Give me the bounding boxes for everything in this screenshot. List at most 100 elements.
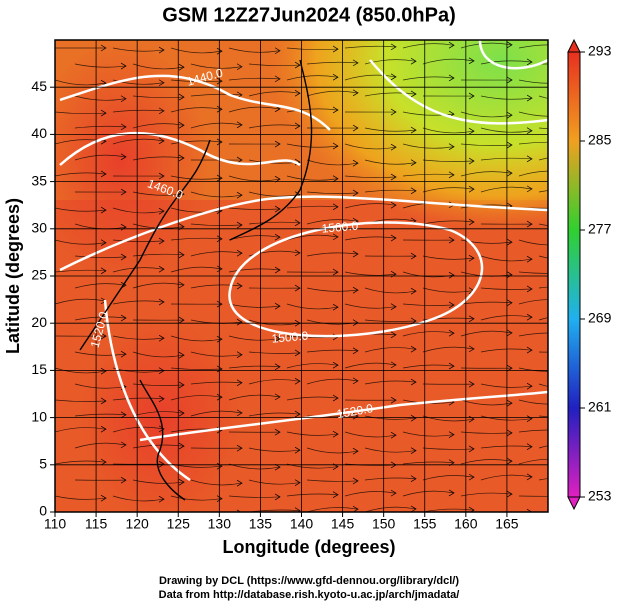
axes: 110 115 120 125 130 135 140 145 150 155 160 165 0 5 10…: [31, 43, 611, 532]
streamline: [422, 255, 474, 260]
streamline: [55, 495, 106, 500]
streamline: [518, 141, 548, 145]
streamline-arrow: [526, 285, 533, 293]
streamline: [306, 61, 358, 65]
streamline: [518, 458, 548, 465]
streamline-arrow: [332, 142, 339, 150]
streamline-arrow: [352, 447, 359, 455]
streamline-arrow: [274, 140, 281, 148]
streamline-arrow: [178, 442, 185, 450]
streamline: [248, 319, 300, 326]
streamline: [538, 127, 548, 130]
streamline-arrow: [585, 349, 590, 355]
streamline-arrow: [158, 172, 165, 180]
streamline-arrow: [410, 187, 417, 195]
streamline: [402, 111, 454, 116]
streamline-arrow: [216, 174, 223, 182]
streamline-arrow: [468, 254, 475, 262]
y-tick-label: 30: [31, 220, 47, 236]
y-tick-label: 35: [31, 172, 47, 188]
streamline-arrow: [410, 252, 417, 260]
streamline-arrow: [410, 287, 417, 295]
streamline: [190, 284, 242, 289]
streamline-arrow: [526, 382, 533, 390]
streamline: [170, 207, 222, 213]
streamline: [190, 93, 242, 97]
streamline: [170, 335, 222, 342]
streamline-arrow: [332, 175, 339, 183]
streamline: [422, 127, 474, 134]
x-tick-label: 160: [454, 516, 478, 532]
streamline-arrow: [274, 363, 281, 371]
y-tick-label: 15: [31, 361, 47, 377]
streamline: [422, 415, 474, 422]
streamline: [248, 191, 300, 197]
streamline: [112, 207, 164, 214]
streamline-arrow: [390, 43, 397, 51]
streamline: [518, 44, 548, 49]
streamline: [74, 316, 126, 321]
streamline: [112, 47, 164, 52]
streamline-arrow: [390, 361, 397, 369]
streamline-arrow: [274, 266, 281, 274]
streamline: [422, 159, 474, 162]
streamline: [112, 426, 164, 433]
coastlines: [79, 59, 313, 501]
streamline: [344, 203, 396, 209]
streamline-arrow: [506, 399, 513, 407]
streamline-arrow: [294, 410, 301, 418]
streamline-arrow: [294, 479, 301, 486]
streamline: [306, 507, 358, 512]
streamline: [344, 303, 396, 309]
streamline: [170, 266, 222, 273]
streamline: [364, 506, 416, 512]
streamline-arrow: [468, 157, 475, 165]
streamline-arrow: [158, 460, 165, 468]
streamline: [538, 95, 548, 99]
streamline-arrow: [506, 141, 513, 149]
contour-line: [59, 74, 331, 131]
colorbar: [567, 51, 581, 498]
streamline-arrow: [352, 124, 359, 132]
streamline: [306, 378, 358, 385]
streamline-arrow: [236, 351, 243, 359]
streamline: [402, 331, 454, 337]
streamline-arrow: [216, 138, 223, 146]
streamline-arrow: [585, 511, 590, 517]
streamline-arrow: [448, 489, 455, 497]
streamline-arrow: [390, 201, 397, 209]
streamline: [248, 124, 300, 129]
streamline-arrow: [158, 46, 165, 54]
streamline: [422, 317, 474, 321]
streamline: [364, 92, 416, 97]
warm-region: [55, 40, 210, 280]
streamline: [402, 461, 454, 465]
streamline: [55, 79, 106, 86]
streamline-arrow: [158, 237, 165, 245]
streamline: [286, 108, 338, 113]
streamline: [518, 239, 548, 246]
streamline-arrow: [236, 221, 243, 229]
x-tick-label: 110: [44, 516, 67, 532]
streamline-arrow: [352, 412, 359, 420]
streamline-arrow: [236, 63, 243, 71]
streamline-arrow: [448, 301, 455, 309]
streamline-arrow: [216, 495, 223, 502]
x-tick-label: 140: [290, 516, 314, 532]
streamline-arrow: [526, 127, 533, 135]
streamline: [55, 172, 106, 177]
streamline: [422, 187, 474, 193]
streamline-arrow: [526, 473, 533, 481]
streamline-arrow: [274, 233, 281, 241]
contour-line: [228, 221, 484, 338]
streamline: [55, 399, 106, 402]
streamline: [286, 47, 338, 51]
streamline: [190, 351, 242, 357]
streamline-arrow: [100, 206, 107, 214]
streamline-arrow: [294, 284, 301, 292]
streamline: [228, 303, 280, 308]
streamline: [480, 60, 532, 65]
streamline-arrow: [448, 143, 455, 151]
streamline-arrow: [158, 79, 165, 87]
streamline-arrow: [332, 203, 339, 211]
